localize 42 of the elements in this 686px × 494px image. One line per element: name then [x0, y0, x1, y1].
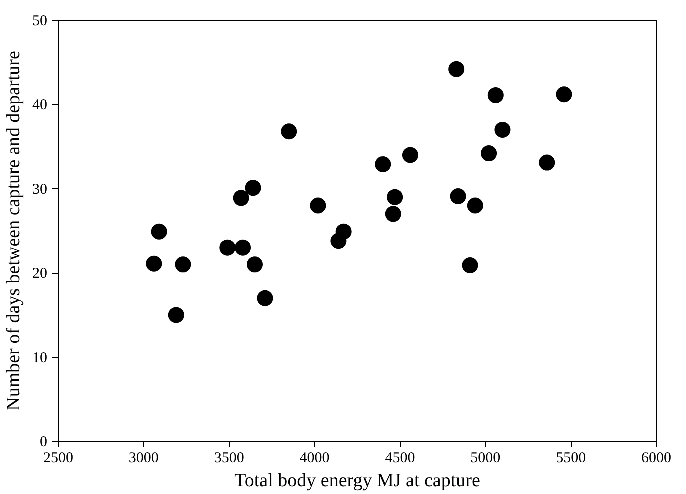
y-axis-title: Number of days between capture and departure: [4, 51, 24, 411]
point: [235, 240, 252, 256]
point: [387, 189, 404, 206]
x-tick-label: 3500: [214, 450, 244, 466]
point: [220, 240, 236, 256]
point: [151, 224, 168, 240]
point: [375, 156, 392, 172]
x-axis-title: Total body energy MJ at capture: [234, 470, 480, 492]
point: [450, 188, 466, 204]
point: [336, 224, 352, 240]
point: [556, 86, 572, 103]
y-tick-label: 20: [32, 266, 48, 282]
y-tick-label: 40: [32, 98, 48, 114]
x-tick-label: 5500: [556, 450, 586, 466]
point: [539, 154, 556, 171]
point: [257, 290, 274, 306]
point: [481, 146, 498, 162]
y-tick-label: 50: [32, 14, 48, 30]
point: [310, 198, 326, 214]
point: [281, 124, 298, 140]
point: [246, 256, 263, 273]
x-tick-label: 4500: [385, 450, 416, 466]
point: [488, 87, 504, 104]
point: [467, 198, 484, 214]
y-tick-label: 30: [32, 182, 48, 198]
point: [233, 190, 250, 206]
x-tick-label: 6000: [642, 450, 672, 466]
point: [462, 258, 478, 274]
point: [448, 61, 465, 78]
point: [385, 206, 402, 222]
x-tick-label: 4000: [300, 450, 330, 466]
point: [402, 147, 418, 164]
x-tick-label: 2500: [44, 450, 74, 466]
y-tick-label: 0: [40, 434, 48, 450]
point: [175, 256, 192, 273]
point: [494, 122, 511, 138]
y-tick-label: 10: [32, 350, 48, 366]
point: [168, 307, 184, 324]
x-tick-label: 3000: [128, 450, 159, 466]
point: [245, 180, 262, 196]
x-tick-label: 5000: [470, 450, 501, 466]
point: [146, 256, 162, 272]
